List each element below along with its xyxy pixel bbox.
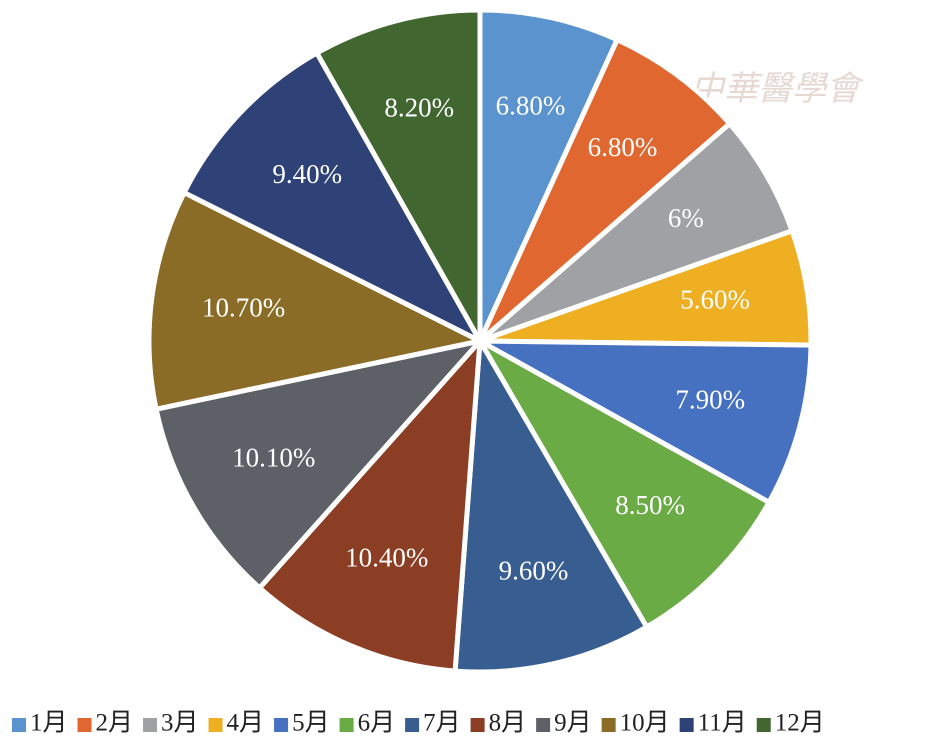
pie-slice xyxy=(477,338,772,630)
legend-swatch xyxy=(339,718,354,732)
legend-swatch xyxy=(756,718,771,732)
pie-slice xyxy=(477,37,733,344)
legend-swatch xyxy=(601,718,616,732)
watermark: 中華醫學會 xyxy=(690,71,865,108)
data-label: 6.80% xyxy=(588,132,658,162)
legend-swatch xyxy=(536,718,551,732)
data-label: 7.90% xyxy=(675,385,745,415)
data-label: 6% xyxy=(668,203,704,233)
pie-slice xyxy=(146,190,483,412)
legend-label: 12月 xyxy=(775,710,825,737)
pie-slice xyxy=(452,338,650,675)
legend-swatch xyxy=(405,718,420,732)
legend-swatch xyxy=(274,718,289,732)
legend-label: 5月 xyxy=(292,710,330,737)
pie-slice xyxy=(477,7,620,344)
legend-swatch xyxy=(143,718,158,732)
legend-swatch xyxy=(679,718,694,732)
legend-label: 3月 xyxy=(161,710,199,737)
legend: 1月 2月 3月 4月 5月 6月 7月 8月 9月 10月 11月 12月 xyxy=(12,710,825,737)
legend-label: 2月 xyxy=(96,710,134,737)
legend-swatch xyxy=(12,718,26,732)
legend-label: 8月 xyxy=(489,710,527,737)
data-label: 8.20% xyxy=(384,93,454,123)
legend-label: 10月 xyxy=(620,710,670,737)
pie-slice xyxy=(314,7,483,344)
legend-swatch xyxy=(470,718,485,732)
pie-slice xyxy=(153,338,483,591)
data-label: 9.60% xyxy=(499,555,569,585)
data-label: 5.60% xyxy=(680,284,750,314)
pie-slice xyxy=(477,338,814,505)
legend-label: 11月 xyxy=(698,710,747,737)
pie-slice xyxy=(181,50,483,344)
legend-label: 6月 xyxy=(358,710,396,737)
legend-label: 9月 xyxy=(554,710,592,737)
legend-label: 7月 xyxy=(423,710,461,737)
legend-swatch xyxy=(208,718,223,732)
data-label: 10.40% xyxy=(345,543,428,573)
data-label: 8.50% xyxy=(615,490,685,520)
data-label: 9.40% xyxy=(272,159,342,189)
data-label: 10.70% xyxy=(202,293,285,323)
legend-swatch xyxy=(77,718,92,732)
legend-label: 4月 xyxy=(227,710,265,737)
pie-slice xyxy=(257,338,483,674)
data-label: 6.80% xyxy=(496,90,566,120)
data-label: 10.10% xyxy=(232,443,315,473)
legend-label: 1月 xyxy=(30,710,68,737)
